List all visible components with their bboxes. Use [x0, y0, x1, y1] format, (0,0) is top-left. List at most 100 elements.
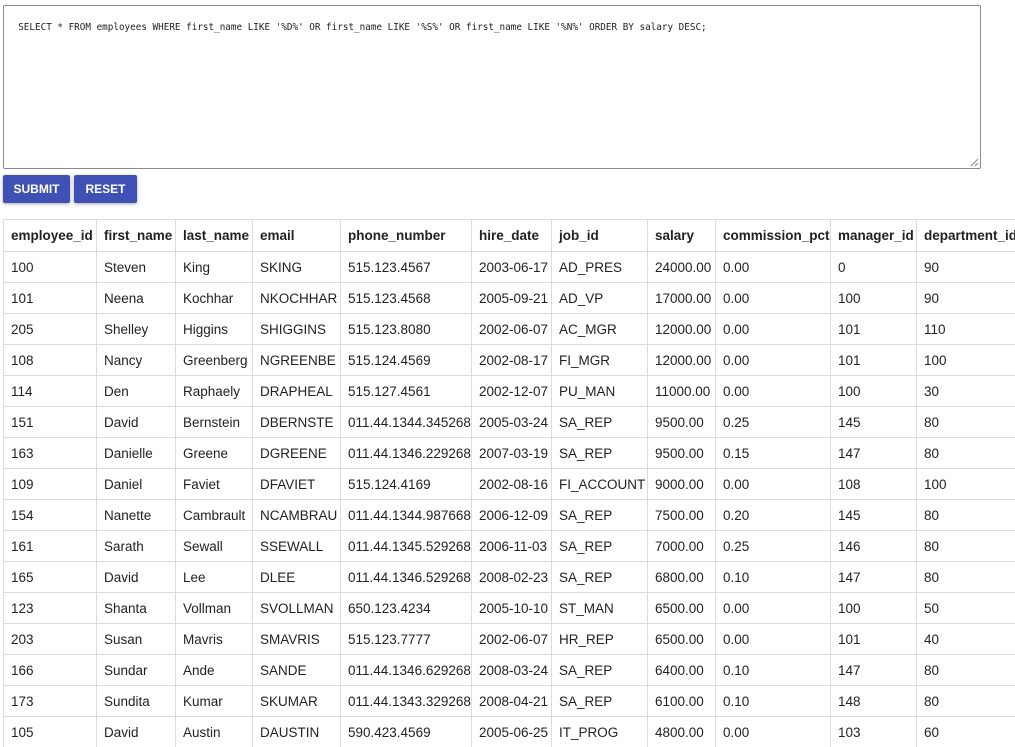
- table-row: 203 Susan Mavris SMAVRIS 515.123.7777 2002-06…: [3, 623, 1015, 655]
- table-cell-commission-pct: 0.00: [715, 282, 831, 314]
- table-cell-job-id: AC_MGR: [551, 313, 648, 345]
- table-cell-job-id: SA_REP: [551, 561, 648, 593]
- table-cell-last-name: Greene: [175, 437, 253, 469]
- table-cell-commission-pct: 0.25: [715, 530, 831, 562]
- table-cell-manager-id: 147: [830, 654, 917, 686]
- table-cell-employee-id: 161: [3, 530, 97, 562]
- table-cell-employee-id: 109: [3, 468, 97, 500]
- table-cell-phone-number: 650.123.4234: [340, 592, 472, 624]
- table-cell-employee-id: 101: [3, 282, 97, 314]
- table-cell-first-name: David: [96, 716, 176, 747]
- table-cell-phone-number: 590.423.4569: [340, 716, 472, 747]
- table-cell-job-id: SA_REP: [551, 437, 648, 469]
- sql-query-textarea[interactable]: SELECT * FROM employees WHERE first_name…: [3, 5, 981, 169]
- table-cell-salary: 17000.00: [647, 282, 716, 314]
- table-cell-department-id: 90: [916, 282, 1015, 314]
- table-cell-commission-pct: 0.10: [715, 654, 831, 686]
- table-cell-first-name: Sundita: [96, 685, 176, 717]
- column-header-last-name: last_name: [175, 219, 253, 252]
- table-cell-email: DBERNSTE: [252, 406, 341, 438]
- table-cell-job-id: PU_MAN: [551, 375, 648, 407]
- table-cell-first-name: Danielle: [96, 437, 176, 469]
- table-cell-salary: 6800.00: [647, 561, 716, 593]
- table-cell-manager-id: 101: [830, 344, 917, 376]
- table-cell-department-id: 80: [916, 561, 1015, 593]
- table-cell-manager-id: 148: [830, 685, 917, 717]
- table-cell-first-name: Shanta: [96, 592, 176, 624]
- table-cell-job-id: IT_PROG: [551, 716, 648, 747]
- table-cell-department-id: 110: [916, 313, 1015, 345]
- table-cell-hire-date: 2002-06-07: [471, 313, 552, 345]
- table-cell-employee-id: 163: [3, 437, 97, 469]
- table-cell-department-id: 80: [916, 654, 1015, 686]
- table-cell-last-name: Kumar: [175, 685, 253, 717]
- table-cell-hire-date: 2005-06-25: [471, 716, 552, 747]
- table-cell-hire-date: 2003-06-17: [471, 251, 552, 283]
- table-cell-phone-number: 515.123.4568: [340, 282, 472, 314]
- table-cell-phone-number: 515.127.4561: [340, 375, 472, 407]
- table-cell-first-name: Nanette: [96, 499, 176, 531]
- table-cell-salary: 12000.00: [647, 313, 716, 345]
- resize-grip-icon[interactable]: [970, 158, 979, 167]
- table-row: 100 Steven King SKING 515.123.4567 2003-06-17…: [3, 251, 1015, 283]
- table-cell-commission-pct: 0.15: [715, 437, 831, 469]
- table-cell-department-id: 30: [916, 375, 1015, 407]
- table-cell-hire-date: 2006-11-03: [471, 530, 552, 562]
- table-cell-department-id: 100: [916, 344, 1015, 376]
- table-body: 100 Steven King SKING 515.123.4567 2003-06-17…: [3, 251, 1015, 747]
- submit-button[interactable]: SUBMIT: [3, 175, 70, 203]
- table-cell-employee-id: 151: [3, 406, 97, 438]
- table-row: 109 Daniel Faviet DFAVIET 515.124.4169 2002-0…: [3, 468, 1015, 500]
- column-header-employee-id: employee_id: [3, 219, 97, 252]
- table-cell-last-name: Austin: [175, 716, 253, 747]
- table-cell-salary: 11000.00: [647, 375, 716, 407]
- table-cell-last-name: Greenberg: [175, 344, 253, 376]
- table-cell-phone-number: 011.44.1345.529268: [340, 530, 472, 562]
- table-row: 173 Sundita Kumar SKUMAR 011.44.1343.329268 2…: [3, 685, 1015, 717]
- table-cell-last-name: Mavris: [175, 623, 253, 655]
- table-cell-email: NKOCHHAR: [252, 282, 341, 314]
- table-cell-email: SANDE: [252, 654, 341, 686]
- table-cell-job-id: SA_REP: [551, 406, 648, 438]
- table-cell-manager-id: 101: [830, 623, 917, 655]
- table-cell-salary: 6500.00: [647, 623, 716, 655]
- table-cell-manager-id: 147: [830, 561, 917, 593]
- table-row: 114 Den Raphaely DRAPHEAL 515.127.4561 2002-1…: [3, 375, 1015, 407]
- table-cell-salary: 9500.00: [647, 437, 716, 469]
- table-cell-employee-id: 108: [3, 344, 97, 376]
- table-cell-manager-id: 100: [830, 282, 917, 314]
- table-cell-last-name: Raphaely: [175, 375, 253, 407]
- table-cell-email: SHIGGINS: [252, 313, 341, 345]
- table-cell-employee-id: 203: [3, 623, 97, 655]
- table-cell-last-name: Ande: [175, 654, 253, 686]
- table-cell-first-name: Daniel: [96, 468, 176, 500]
- results-table: employee_id first_name last_name email phone…: [3, 219, 1015, 747]
- sql-query-text: SELECT * FROM employees WHERE first_name…: [18, 22, 707, 33]
- table-cell-hire-date: 2005-03-24: [471, 406, 552, 438]
- column-header-job-id: job_id: [551, 219, 648, 252]
- table-cell-first-name: Sarath: [96, 530, 176, 562]
- table-row: 205 Shelley Higgins SHIGGINS 515.123.8080 200…: [3, 313, 1015, 345]
- table-cell-last-name: Faviet: [175, 468, 253, 500]
- table-cell-commission-pct: 0.00: [715, 375, 831, 407]
- table-cell-hire-date: 2008-02-23: [471, 561, 552, 593]
- table-cell-phone-number: 515.124.4169: [340, 468, 472, 500]
- table-cell-last-name: King: [175, 251, 253, 283]
- table-row: 101 Neena Kochhar NKOCHHAR 515.123.4568 2005-…: [3, 282, 1015, 314]
- table-cell-hire-date: 2005-09-21: [471, 282, 552, 314]
- table-cell-department-id: 50: [916, 592, 1015, 624]
- table-cell-job-id: FI_MGR: [551, 344, 648, 376]
- table-cell-commission-pct: 0.00: [715, 623, 831, 655]
- column-header-department-id: department_id: [916, 219, 1015, 252]
- table-cell-department-id: 80: [916, 406, 1015, 438]
- table-cell-phone-number: 011.44.1346.629268: [340, 654, 472, 686]
- reset-button[interactable]: RESET: [74, 175, 137, 203]
- table-cell-last-name: Vollman: [175, 592, 253, 624]
- table-cell-phone-number: 011.44.1344.345268: [340, 406, 472, 438]
- table-cell-manager-id: 100: [830, 592, 917, 624]
- table-cell-employee-id: 173: [3, 685, 97, 717]
- column-header-manager-id: manager_id: [830, 219, 917, 252]
- table-cell-department-id: 60: [916, 716, 1015, 747]
- table-cell-salary: 4800.00: [647, 716, 716, 747]
- table-cell-manager-id: 145: [830, 499, 917, 531]
